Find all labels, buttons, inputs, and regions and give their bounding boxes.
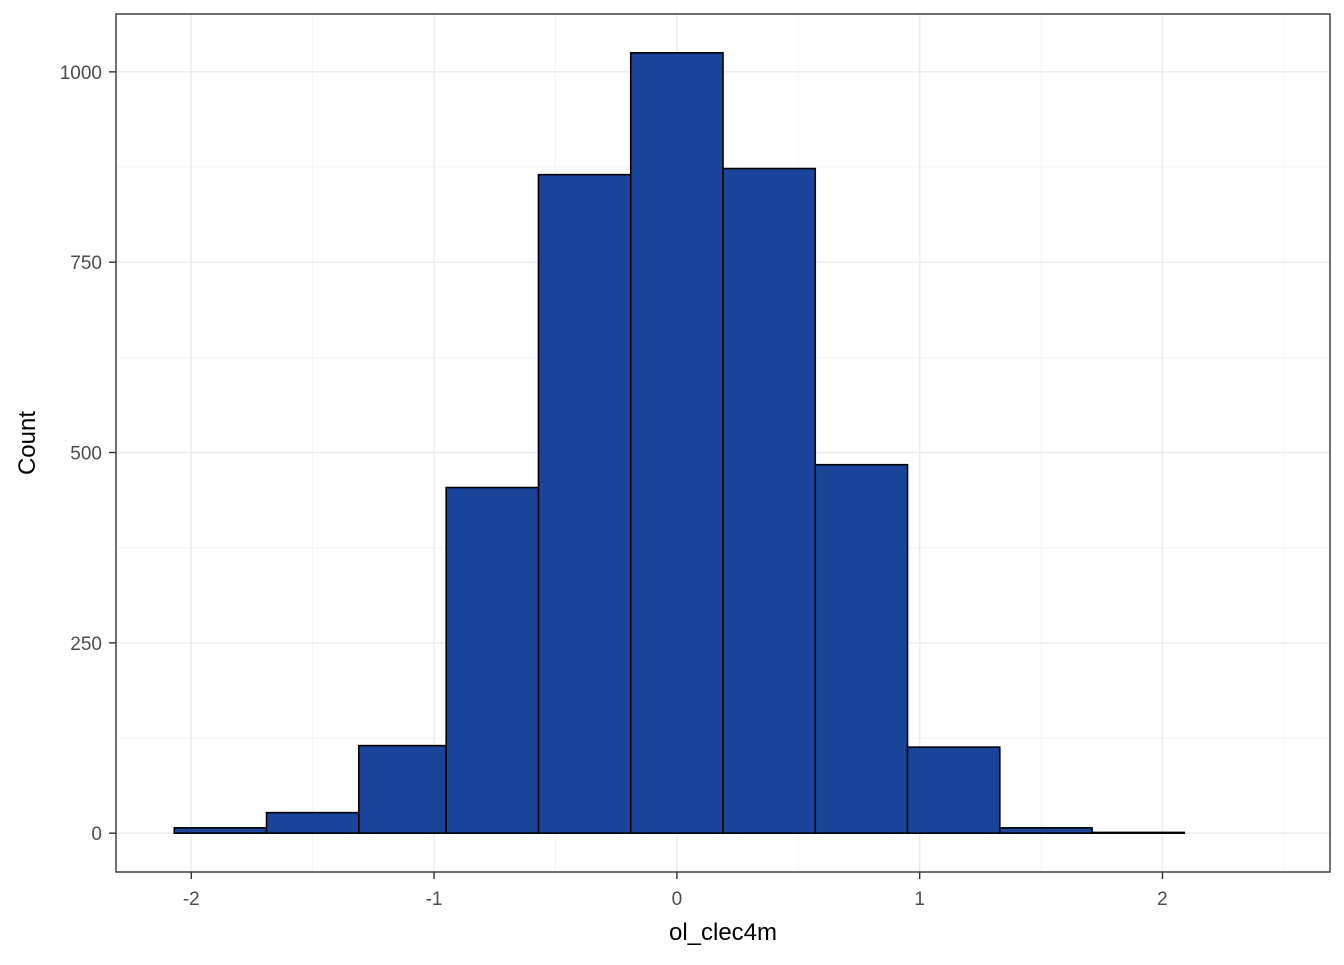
x-tick-label: 0: [672, 889, 683, 910]
histogram-bar: [629, 52, 724, 834]
y-tick-label: 750: [70, 253, 102, 274]
histogram-bar: [1091, 831, 1186, 834]
histogram-bar: [814, 463, 909, 834]
y-tick-label: 250: [70, 634, 102, 655]
histogram-bar: [537, 173, 632, 834]
histogram-bars: [173, 52, 1186, 834]
histogram-bar: [906, 746, 1001, 834]
histogram-bar: [722, 167, 817, 834]
y-tick-label: 1000: [60, 63, 102, 84]
x-axis-title: ol_clec4m: [669, 919, 777, 946]
histogram-bar: [173, 827, 268, 834]
panel-border: [115, 13, 1331, 873]
y-tick-label: 0: [91, 824, 102, 845]
histogram-bar: [357, 744, 448, 834]
x-tick-label: 1: [914, 889, 925, 910]
histogram-bar: [445, 486, 540, 834]
y-axis-ticks: 0 250 500 750 1000: [60, 63, 116, 845]
x-axis-ticks: -2 -1 0 1 2: [183, 872, 1168, 910]
y-axis-title: Count: [14, 411, 41, 475]
histogram-bar: [998, 827, 1093, 834]
y-tick-label: 500: [70, 444, 102, 465]
x-tick-label: -1: [426, 889, 443, 910]
x-tick-label: -2: [183, 889, 200, 910]
histogram-bar: [265, 811, 360, 834]
x-tick-label: 2: [1157, 889, 1168, 910]
